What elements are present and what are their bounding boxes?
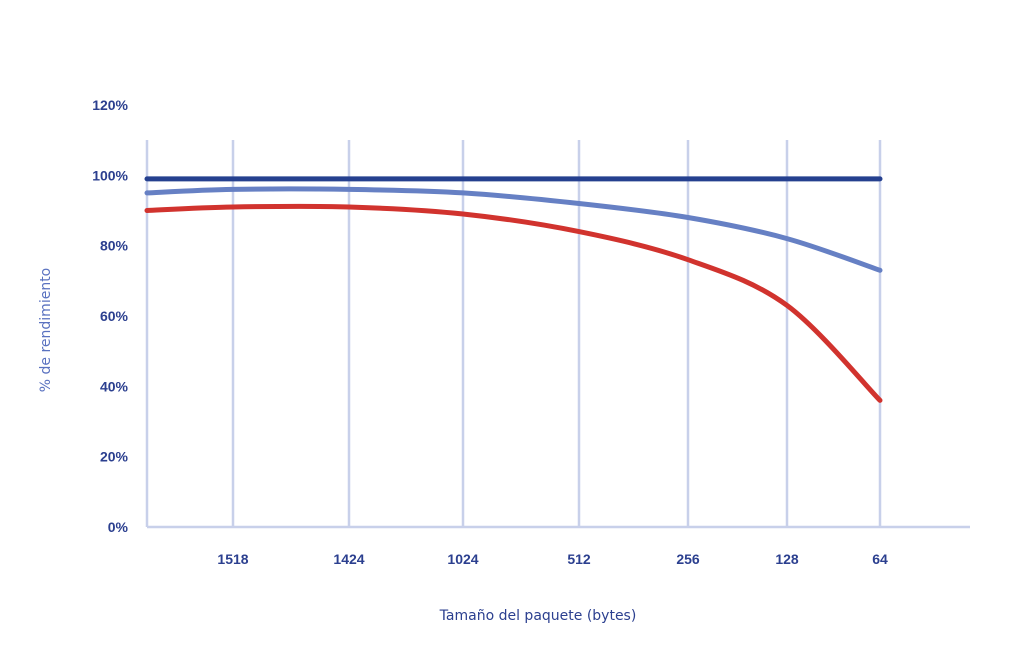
y-tick-label: 80% xyxy=(100,238,129,254)
y-tick-label: 120% xyxy=(92,97,128,113)
x-tick-label: 64 xyxy=(872,551,888,567)
y-tick-label: 20% xyxy=(100,449,129,465)
x-tick-label: 512 xyxy=(567,551,591,567)
grid-lines xyxy=(231,140,882,527)
y-tick-label: 0% xyxy=(108,519,129,535)
series-line-2 xyxy=(144,186,883,273)
x-tick-label: 1024 xyxy=(447,551,478,567)
series-line-3 xyxy=(144,203,883,403)
x-axis-title: Tamaño del paquete (bytes) xyxy=(439,608,637,624)
y-tick-label: 100% xyxy=(92,167,128,183)
x-tick-label: 1518 xyxy=(217,551,248,567)
series-lines xyxy=(144,176,883,403)
x-tick-label: 1424 xyxy=(333,551,364,567)
y-tick-label: 40% xyxy=(100,378,129,394)
y-tick-labels: 0% 20% 40% 60% 80% 100% 120% xyxy=(92,97,128,535)
y-axis-title: % de rendimiento xyxy=(38,268,54,392)
x-tick-label: 256 xyxy=(676,551,700,567)
y-tick-label: 60% xyxy=(100,308,129,324)
x-tick-labels: 1518 1424 1024 512 256 128 64 xyxy=(217,551,888,567)
x-tick-label: 128 xyxy=(775,551,799,567)
